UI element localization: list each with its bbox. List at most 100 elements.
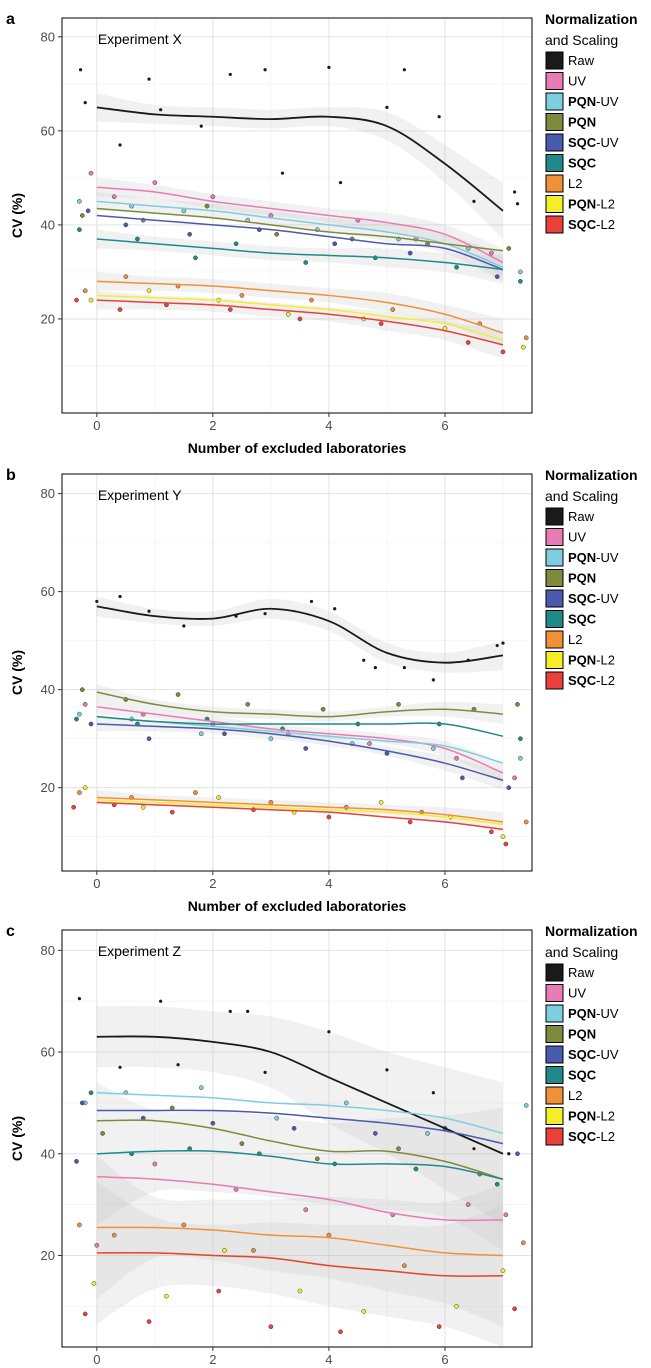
data-point xyxy=(500,834,506,840)
legend-label: PQN-UV xyxy=(568,550,619,565)
legend-label: PQN-UV xyxy=(568,94,619,109)
data-point xyxy=(268,736,274,742)
data-point xyxy=(327,65,331,69)
data-point xyxy=(378,800,384,805)
data-point xyxy=(326,1232,332,1238)
data-point xyxy=(338,180,343,185)
data-point xyxy=(228,1009,232,1013)
data-point xyxy=(198,731,204,737)
y-tick-label: 20 xyxy=(41,780,55,795)
trend-line xyxy=(96,200,504,268)
data-point xyxy=(182,624,186,628)
data-point xyxy=(187,231,193,237)
data-point xyxy=(83,101,87,105)
data-point xyxy=(506,246,512,251)
legend-key xyxy=(545,113,564,131)
trend-line xyxy=(96,238,504,271)
data-point xyxy=(454,1303,459,1309)
data-point xyxy=(169,1105,175,1111)
legend-key xyxy=(545,1107,564,1125)
confidence-bands xyxy=(96,93,503,359)
data-point xyxy=(135,236,140,242)
legend-key xyxy=(545,984,564,1002)
data-point xyxy=(407,250,413,256)
data-point xyxy=(413,1166,419,1172)
data-point xyxy=(515,702,520,707)
data-point xyxy=(74,1159,79,1164)
data-point xyxy=(465,340,471,345)
experiment-label: Experiment X xyxy=(98,31,183,47)
trend-line xyxy=(96,1119,504,1180)
data-point xyxy=(396,702,401,707)
legend-label: Raw xyxy=(568,509,595,524)
data-point xyxy=(520,1240,526,1246)
data-point xyxy=(216,1288,222,1294)
legend-subtitle: and Scaling xyxy=(545,944,618,960)
plot-background xyxy=(62,930,532,1347)
data-point xyxy=(111,1232,117,1238)
data-point xyxy=(193,255,198,261)
legend-label: PQN xyxy=(568,115,596,130)
data-point xyxy=(216,795,222,800)
legend-key xyxy=(545,589,564,608)
data-point xyxy=(501,641,505,645)
trend-line xyxy=(96,715,504,737)
legend-label: Raw xyxy=(568,965,595,980)
legend-key xyxy=(545,507,564,526)
data-point xyxy=(465,1202,471,1207)
data-point xyxy=(431,678,435,682)
legend-label-text: L2 xyxy=(568,1088,582,1103)
panel-letter: b xyxy=(6,467,16,484)
data-point xyxy=(263,1070,267,1074)
data-point xyxy=(274,231,280,237)
data-point xyxy=(82,702,88,707)
confidence-band xyxy=(96,93,503,240)
data-point xyxy=(454,755,459,761)
data-point xyxy=(518,269,523,275)
data-point xyxy=(246,1009,250,1013)
data-point xyxy=(454,264,459,270)
legend-key xyxy=(545,1004,564,1023)
legend-label-bold: PQN xyxy=(568,1027,596,1042)
data-point xyxy=(343,1100,349,1106)
y-tick-label: 80 xyxy=(41,486,55,501)
data-point xyxy=(88,721,94,727)
data-point xyxy=(210,1120,216,1126)
legend-label-text: Raw xyxy=(568,53,595,68)
data-point xyxy=(280,171,285,175)
data-point xyxy=(390,307,396,312)
data-point xyxy=(176,1063,180,1067)
trend-line xyxy=(96,799,504,826)
legend-key xyxy=(545,154,564,172)
confidence-band xyxy=(96,191,503,282)
data-points xyxy=(74,65,529,355)
legend-title: Normalization xyxy=(545,467,638,483)
y-tick-label: 60 xyxy=(41,123,55,138)
x-tick-label: 2 xyxy=(209,1352,216,1367)
data-point xyxy=(146,736,152,742)
experiment-label: Experiment Z xyxy=(98,943,182,959)
data-point xyxy=(385,1068,389,1072)
trend-line xyxy=(96,796,504,823)
legend-key xyxy=(545,92,564,111)
legend-label-text: L2 xyxy=(568,632,582,647)
legend-label: PQN xyxy=(568,571,596,586)
data-point xyxy=(193,790,198,795)
y-tick-label: 60 xyxy=(41,584,55,599)
legend-label: SQC-UV xyxy=(568,135,619,150)
y-tick-label: 20 xyxy=(41,311,55,326)
data-point xyxy=(503,841,509,847)
data-point xyxy=(518,736,523,742)
data-point xyxy=(88,170,94,176)
legend-label-bold: SQC xyxy=(568,1129,597,1144)
data-point xyxy=(95,599,99,604)
data-point xyxy=(222,731,227,737)
legend-subtitle: and Scaling xyxy=(545,32,618,48)
legend-label-text: -L2 xyxy=(596,217,615,232)
y-axis-title: CV (%) xyxy=(9,650,25,695)
legend-key xyxy=(545,1127,564,1146)
legend-key xyxy=(545,1066,564,1084)
data-point xyxy=(147,609,151,613)
data-point xyxy=(123,274,129,279)
